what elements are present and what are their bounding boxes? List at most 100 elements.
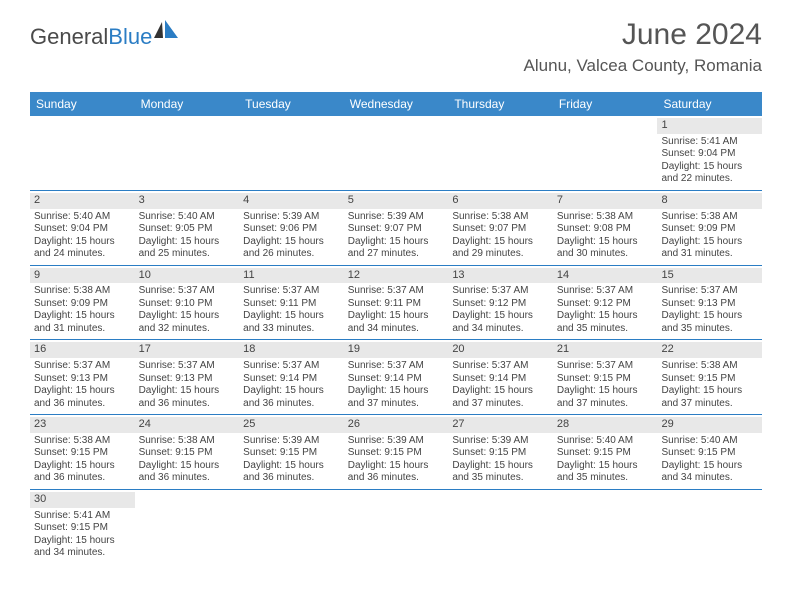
sunrise-value: Sunrise: 5:37 AM [661, 285, 758, 298]
day-cell: 18Sunrise: 5:37 AMSunset: 9:14 PMDayligh… [239, 340, 344, 414]
day-number: 7 [553, 193, 658, 209]
empty-cell [30, 116, 135, 190]
sunset-value: Sunset: 9:15 PM [661, 373, 758, 386]
daylight-value: Daylight: 15 hours and 36 minutes. [243, 460, 340, 485]
day-cell: 8Sunrise: 5:38 AMSunset: 9:09 PMDaylight… [657, 191, 762, 265]
day-number: 4 [239, 193, 344, 209]
day-cell: 6Sunrise: 5:38 AMSunset: 9:07 PMDaylight… [448, 191, 553, 265]
day-number: 1 [657, 118, 762, 134]
sunset-value: Sunset: 9:15 PM [243, 447, 340, 460]
daylight-value: Daylight: 15 hours and 34 minutes. [661, 460, 758, 485]
day-cell: 5Sunrise: 5:39 AMSunset: 9:07 PMDaylight… [344, 191, 449, 265]
daylight-value: Daylight: 15 hours and 35 minutes. [452, 460, 549, 485]
sunrise-value: Sunrise: 5:38 AM [34, 435, 131, 448]
day-cell: 13Sunrise: 5:37 AMSunset: 9:12 PMDayligh… [448, 266, 553, 340]
sunrise-value: Sunrise: 5:37 AM [452, 360, 549, 373]
sunset-value: Sunset: 9:14 PM [348, 373, 445, 386]
sunset-value: Sunset: 9:14 PM [243, 373, 340, 386]
day-number: 19 [344, 342, 449, 358]
daylight-value: Daylight: 15 hours and 32 minutes. [139, 310, 236, 335]
daylight-value: Daylight: 15 hours and 37 minutes. [661, 385, 758, 410]
sunset-value: Sunset: 9:07 PM [452, 223, 549, 236]
logo-text-general: General [30, 24, 108, 49]
day-number: 2 [30, 193, 135, 209]
day-cell: 29Sunrise: 5:40 AMSunset: 9:15 PMDayligh… [657, 415, 762, 489]
logo: GeneralBlue [30, 24, 180, 50]
day-number: 27 [448, 417, 553, 433]
day-number: 20 [448, 342, 553, 358]
day-number: 28 [553, 417, 658, 433]
day-cell: 10Sunrise: 5:37 AMSunset: 9:10 PMDayligh… [135, 266, 240, 340]
daylight-value: Daylight: 15 hours and 31 minutes. [661, 236, 758, 261]
sunrise-value: Sunrise: 5:37 AM [557, 360, 654, 373]
location: Alunu, Valcea County, Romania [524, 56, 762, 76]
empty-cell [553, 490, 658, 564]
sunset-value: Sunset: 9:06 PM [243, 223, 340, 236]
daylight-value: Daylight: 15 hours and 33 minutes. [243, 310, 340, 335]
daylight-value: Daylight: 15 hours and 25 minutes. [139, 236, 236, 261]
sunrise-value: Sunrise: 5:37 AM [452, 285, 549, 298]
sunset-value: Sunset: 9:15 PM [557, 447, 654, 460]
sunrise-value: Sunrise: 5:38 AM [452, 211, 549, 224]
sunset-value: Sunset: 9:15 PM [452, 447, 549, 460]
daylight-value: Daylight: 15 hours and 36 minutes. [34, 385, 131, 410]
day-number: 15 [657, 268, 762, 284]
sunrise-value: Sunrise: 5:40 AM [34, 211, 131, 224]
sunrise-value: Sunrise: 5:38 AM [139, 435, 236, 448]
empty-cell [239, 490, 344, 564]
daylight-value: Daylight: 15 hours and 36 minutes. [139, 385, 236, 410]
day-cell: 12Sunrise: 5:37 AMSunset: 9:11 PMDayligh… [344, 266, 449, 340]
day-cell: 7Sunrise: 5:38 AMSunset: 9:08 PMDaylight… [553, 191, 658, 265]
day-header-cell: Wednesday [344, 92, 449, 116]
sunset-value: Sunset: 9:09 PM [34, 298, 131, 311]
day-number: 30 [30, 492, 135, 508]
week-row: 9Sunrise: 5:38 AMSunset: 9:09 PMDaylight… [30, 266, 762, 341]
sunset-value: Sunset: 9:07 PM [348, 223, 445, 236]
day-number: 25 [239, 417, 344, 433]
day-cell: 20Sunrise: 5:37 AMSunset: 9:14 PMDayligh… [448, 340, 553, 414]
daylight-value: Daylight: 15 hours and 36 minutes. [34, 460, 131, 485]
day-cell: 2Sunrise: 5:40 AMSunset: 9:04 PMDaylight… [30, 191, 135, 265]
sunset-value: Sunset: 9:15 PM [139, 447, 236, 460]
sunrise-value: Sunrise: 5:39 AM [348, 211, 445, 224]
day-cell: 27 Sunrise: 5:39 AMSunset: 9:15 PMDayligh… [448, 415, 553, 489]
logo-text: GeneralBlue [30, 24, 152, 50]
sunset-value: Sunset: 9:12 PM [452, 298, 549, 311]
day-cell: 22Sunrise: 5:38 AMSunset: 9:15 PMDayligh… [657, 340, 762, 414]
day-header-row: SundayMondayTuesdayWednesdayThursdayFrid… [30, 92, 762, 116]
day-header-cell: Monday [135, 92, 240, 116]
sunset-value: Sunset: 9:11 PM [243, 298, 340, 311]
day-number: 24 [135, 417, 240, 433]
daylight-value: Daylight: 15 hours and 22 minutes. [661, 161, 758, 186]
sunset-value: Sunset: 9:15 PM [661, 447, 758, 460]
sunset-value: Sunset: 9:04 PM [661, 148, 758, 161]
daylight-value: Daylight: 15 hours and 34 minutes. [348, 310, 445, 335]
sunrise-value: Sunrise: 5:39 AM [243, 435, 340, 448]
sunrise-value: Sunrise: 5:37 AM [557, 285, 654, 298]
day-number: 9 [30, 268, 135, 284]
daylight-value: Daylight: 15 hours and 24 minutes. [34, 236, 131, 261]
daylight-value: Daylight: 15 hours and 36 minutes. [348, 460, 445, 485]
title-block: June 2024 Alunu, Valcea County, Romania [524, 18, 762, 76]
day-cell: 16Sunrise: 5:37 AMSunset: 9:13 PMDayligh… [30, 340, 135, 414]
day-cell: 25 Sunrise: 5:39 AMSunset: 9:15 PMDayligh… [239, 415, 344, 489]
day-cell: 26Sunrise: 5:39 AMSunset: 9:15 PMDayligh… [344, 415, 449, 489]
sunrise-value: Sunrise: 5:41 AM [34, 510, 131, 523]
daylight-value: Daylight: 15 hours and 36 minutes. [243, 385, 340, 410]
sunrise-value: Sunrise: 5:40 AM [661, 435, 758, 448]
day-cell: 11Sunrise: 5:37 AMSunset: 9:11 PMDayligh… [239, 266, 344, 340]
empty-cell [448, 490, 553, 564]
sunrise-value: Sunrise: 5:37 AM [348, 360, 445, 373]
sunrise-value: Sunrise: 5:38 AM [557, 211, 654, 224]
day-cell: 9Sunrise: 5:38 AMSunset: 9:09 PMDaylight… [30, 266, 135, 340]
day-number: 18 [239, 342, 344, 358]
day-cell: 23Sunrise: 5:38 AMSunset: 9:15 PMDayligh… [30, 415, 135, 489]
sunrise-value: Sunrise: 5:38 AM [661, 211, 758, 224]
sunrise-value: Sunrise: 5:40 AM [139, 211, 236, 224]
week-row: 23Sunrise: 5:38 AMSunset: 9:15 PMDayligh… [30, 415, 762, 490]
sunrise-value: Sunrise: 5:37 AM [348, 285, 445, 298]
daylight-value: Daylight: 15 hours and 34 minutes. [34, 535, 131, 560]
empty-cell [344, 490, 449, 564]
sunrise-value: Sunrise: 5:39 AM [452, 435, 549, 448]
daylight-value: Daylight: 15 hours and 37 minutes. [452, 385, 549, 410]
